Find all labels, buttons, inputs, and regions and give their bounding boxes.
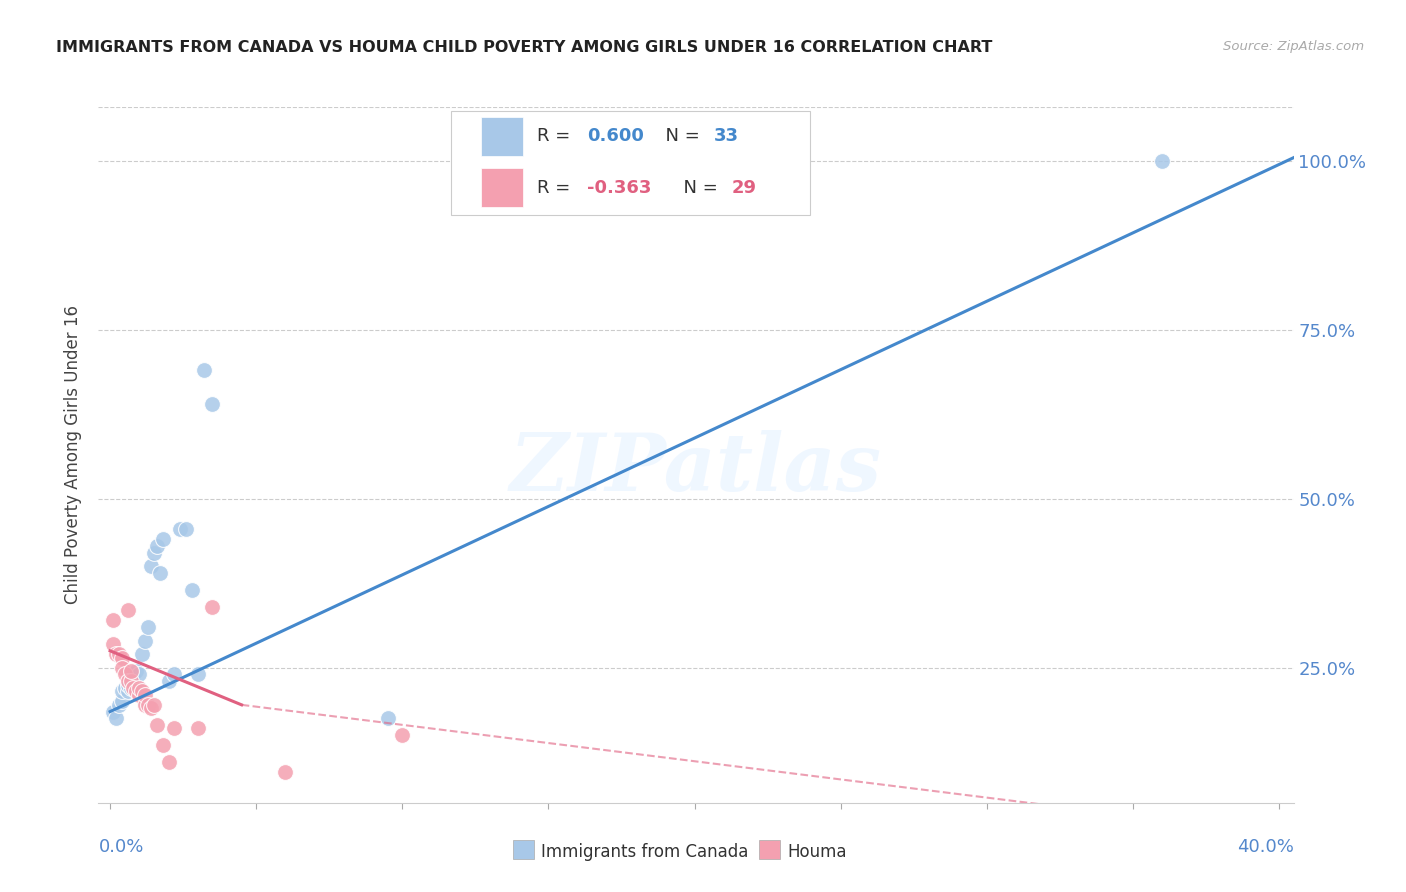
Point	[114, 667, 136, 681]
Point	[391, 728, 413, 742]
Text: N =: N =	[654, 128, 706, 145]
Point	[174, 522, 197, 536]
Text: 29: 29	[733, 178, 756, 196]
Point	[111, 650, 134, 665]
Bar	[481, 169, 523, 207]
Point	[128, 681, 150, 695]
Point	[136, 620, 159, 634]
Text: ZIPatlas: ZIPatlas	[510, 430, 882, 508]
Point	[187, 722, 209, 736]
Point	[146, 539, 169, 553]
FancyBboxPatch shape	[451, 111, 810, 215]
Point	[163, 667, 186, 681]
Point	[134, 633, 156, 648]
Point	[157, 674, 180, 689]
Point	[111, 694, 134, 708]
Point	[111, 661, 134, 675]
Text: Houma: Houma	[787, 843, 846, 861]
Point	[146, 718, 169, 732]
Point	[149, 566, 172, 581]
Bar	[481, 118, 523, 155]
Text: IMMIGRANTS FROM CANADA VS HOUMA CHILD POVERTY AMONG GIRLS UNDER 16 CORRELATION C: IMMIGRANTS FROM CANADA VS HOUMA CHILD PO…	[56, 40, 993, 55]
Point	[117, 677, 139, 691]
Point	[134, 688, 156, 702]
Point	[163, 722, 186, 736]
Point	[131, 684, 153, 698]
Point	[128, 688, 150, 702]
Text: -0.363: -0.363	[588, 178, 651, 196]
Point	[122, 667, 145, 681]
Y-axis label: Child Poverty Among Girls Under 16: Child Poverty Among Girls Under 16	[65, 305, 83, 605]
Text: R =: R =	[537, 128, 576, 145]
Point	[117, 684, 139, 698]
Point	[128, 681, 150, 695]
Text: 33: 33	[714, 128, 740, 145]
Text: Source: ZipAtlas.com: Source: ZipAtlas.com	[1223, 40, 1364, 54]
Point	[111, 684, 134, 698]
Point	[131, 647, 153, 661]
Text: N =: N =	[672, 178, 724, 196]
Point	[114, 681, 136, 695]
Point	[117, 674, 139, 689]
Point	[1150, 154, 1173, 169]
Point	[201, 397, 224, 411]
Point	[125, 664, 148, 678]
Point	[142, 698, 165, 712]
Text: 0.0%: 0.0%	[98, 838, 143, 856]
Point	[152, 739, 174, 753]
Point	[139, 559, 162, 574]
Point	[120, 674, 142, 689]
Point	[377, 711, 399, 725]
Point	[187, 667, 209, 681]
Point	[142, 546, 165, 560]
Point	[101, 614, 124, 628]
Point	[101, 705, 124, 719]
Point	[157, 756, 180, 770]
Point	[108, 647, 131, 661]
Point	[125, 684, 148, 698]
Point	[537, 154, 560, 169]
Text: Immigrants from Canada: Immigrants from Canada	[541, 843, 748, 861]
Point	[181, 582, 204, 597]
Point	[120, 681, 142, 695]
Point	[193, 363, 215, 377]
Text: R =: R =	[537, 178, 576, 196]
Point	[201, 599, 224, 614]
Point	[122, 681, 145, 695]
Point	[117, 603, 139, 617]
Point	[120, 671, 142, 685]
Point	[101, 637, 124, 651]
Point	[104, 647, 127, 661]
Point	[128, 667, 150, 681]
Point	[120, 664, 142, 678]
Text: 40.0%: 40.0%	[1237, 838, 1294, 856]
Point	[134, 698, 156, 712]
Point	[274, 765, 297, 780]
Point	[152, 533, 174, 547]
Point	[139, 701, 162, 715]
Point	[108, 698, 131, 712]
Point	[136, 698, 159, 712]
Point	[104, 711, 127, 725]
Text: 0.600: 0.600	[588, 128, 644, 145]
Point	[169, 522, 191, 536]
